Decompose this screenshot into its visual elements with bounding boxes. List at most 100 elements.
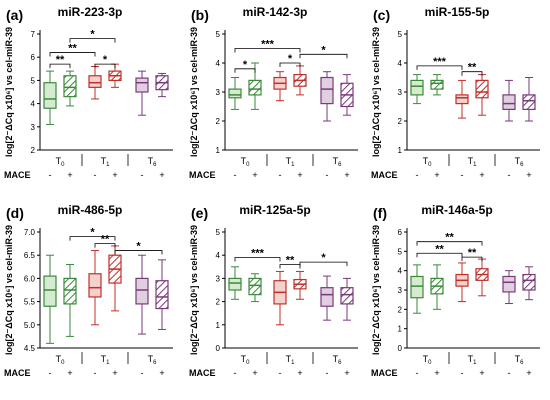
group-label-T0: T0 — [241, 354, 251, 366]
y-tick-label: 3 — [398, 88, 403, 97]
box-T6-mace-plus — [155, 280, 169, 310]
group-label-T1: T1 — [286, 354, 296, 366]
y-tick-label: 4 — [216, 251, 221, 260]
significance-bracket — [94, 63, 116, 69]
mace-label: MACE — [4, 170, 31, 180]
significance-label: ** — [101, 234, 110, 246]
significance-label: ** — [468, 247, 477, 259]
box-T6-mace-plus — [340, 287, 354, 305]
group-label-T0: T0 — [423, 156, 433, 168]
group-label-T0: T0 — [56, 354, 66, 366]
significance-bracket — [69, 236, 116, 241]
y-tick-label: 5 — [216, 228, 221, 237]
significance-bracket — [279, 62, 301, 67]
mace-sign: + — [297, 170, 302, 180]
mace-sign: + — [67, 368, 72, 378]
y-tick-label: 4 — [31, 100, 36, 109]
mace-sign: + — [67, 170, 72, 180]
box-T6-mace-plus — [522, 273, 536, 291]
y-tick-label: 5.5 — [24, 298, 36, 307]
mace-sign: + — [526, 170, 531, 180]
significance-bracket — [279, 264, 301, 269]
mace-sign: - — [461, 368, 464, 378]
significance-label: * — [243, 59, 248, 71]
significance-label: *** — [261, 39, 275, 51]
box-T0-mace-plus — [63, 277, 77, 305]
mace-sign: - — [234, 368, 237, 378]
mace-sign: - — [94, 368, 97, 378]
y-tick-label: 3 — [216, 88, 221, 97]
mace-sign: + — [344, 368, 349, 378]
significance-label: ** — [56, 54, 65, 66]
box-T0-mace-plus — [63, 75, 77, 98]
box-T0-mace-plus — [248, 277, 262, 296]
significance-label: * — [321, 44, 326, 56]
mace-sign: + — [479, 368, 484, 378]
group-label-T1: T1 — [101, 354, 111, 366]
box-T1-mace-plus — [475, 79, 489, 99]
panel-label: (d) — [6, 205, 24, 221]
y-tick-label: 1 — [398, 325, 403, 334]
y-tick-label: 4 — [216, 59, 221, 68]
significance-label: * — [90, 29, 95, 41]
mace-sign: - — [94, 170, 97, 180]
y-tick-label: 4.5 — [24, 344, 36, 353]
panel-b: (b) miR-142-3p log[2⁻ΔCq x10⁶] vs cel-miR-… — [189, 5, 358, 180]
box-T0-mace-minus — [43, 82, 57, 109]
significance-bracket — [299, 53, 348, 59]
box-T6-mace-minus — [135, 77, 149, 93]
group-label-T1: T1 — [468, 354, 478, 366]
mace-sign: + — [344, 170, 349, 180]
panel-title: miR-155-5p — [425, 5, 490, 19]
y-tick-label: 2 — [398, 305, 403, 314]
panel-c: (c) miR-155-5p log[2⁻ΔCq x10⁶] vs cel-miR-… — [371, 5, 540, 180]
mace-sign: - — [416, 368, 419, 378]
significance-label: *** — [251, 248, 265, 260]
group-label-T1: T1 — [286, 156, 296, 168]
significance-bracket — [416, 65, 463, 70]
box-T6-mace-minus — [320, 287, 334, 307]
y-axis-label: log[2⁻ΔCq x10⁶] vs cel-miR-39 — [371, 225, 381, 355]
box-T1-mace-minus — [455, 94, 469, 105]
mace-sign: + — [112, 368, 117, 378]
mace-sign: + — [479, 170, 484, 180]
significance-bracket — [234, 257, 281, 262]
panel-title: miR-486-5p — [58, 203, 123, 217]
significance-label: * — [136, 241, 141, 253]
group-label-T0: T0 — [241, 156, 251, 168]
significance-label: ** — [468, 62, 477, 74]
y-tick-label: 5 — [216, 30, 221, 39]
group-label-T6: T6 — [333, 156, 343, 168]
y-tick-label: 3 — [216, 274, 221, 283]
box-T0-mace-minus — [410, 79, 424, 96]
y-tick-label: 4 — [398, 267, 403, 276]
mace-sign: + — [297, 368, 302, 378]
panel-label: (a) — [6, 7, 23, 23]
mace-sign: + — [252, 368, 257, 378]
group-label-T1: T1 — [468, 156, 478, 168]
box-T0-mace-plus — [430, 79, 444, 90]
y-tick-label: 5.0 — [24, 321, 36, 330]
panel-label: (b) — [191, 7, 209, 23]
y-axis-label: log[2⁻ΔCq x10⁶] vs cel-miR-39 — [4, 225, 14, 355]
mace-sign: + — [159, 368, 164, 378]
y-tick-label: 6.0 — [24, 274, 36, 283]
y-tick-label: 2 — [398, 117, 403, 126]
y-tick-label: 0 — [398, 344, 403, 353]
mace-label: MACE — [189, 170, 216, 180]
significance-bracket — [69, 38, 116, 43]
box-T6-mace-minus — [135, 277, 149, 305]
y-tick-label: 7 — [31, 30, 36, 39]
y-axis-label: log[2⁻ΔCq x10⁶] vs cel-miR-39 — [371, 27, 381, 157]
y-tick-label: 1 — [216, 321, 221, 330]
panel-title: miR-146a-5p — [421, 203, 492, 217]
mace-sign: - — [326, 368, 329, 378]
significance-bracket — [114, 250, 163, 255]
mace-sign: + — [112, 170, 117, 180]
significance-bracket — [49, 63, 71, 69]
y-tick-label: 3 — [398, 286, 403, 295]
mace-sign: + — [434, 170, 439, 180]
box-T1-mace-minus — [88, 273, 102, 298]
significance-label: * — [321, 252, 326, 264]
mace-sign: - — [49, 170, 52, 180]
